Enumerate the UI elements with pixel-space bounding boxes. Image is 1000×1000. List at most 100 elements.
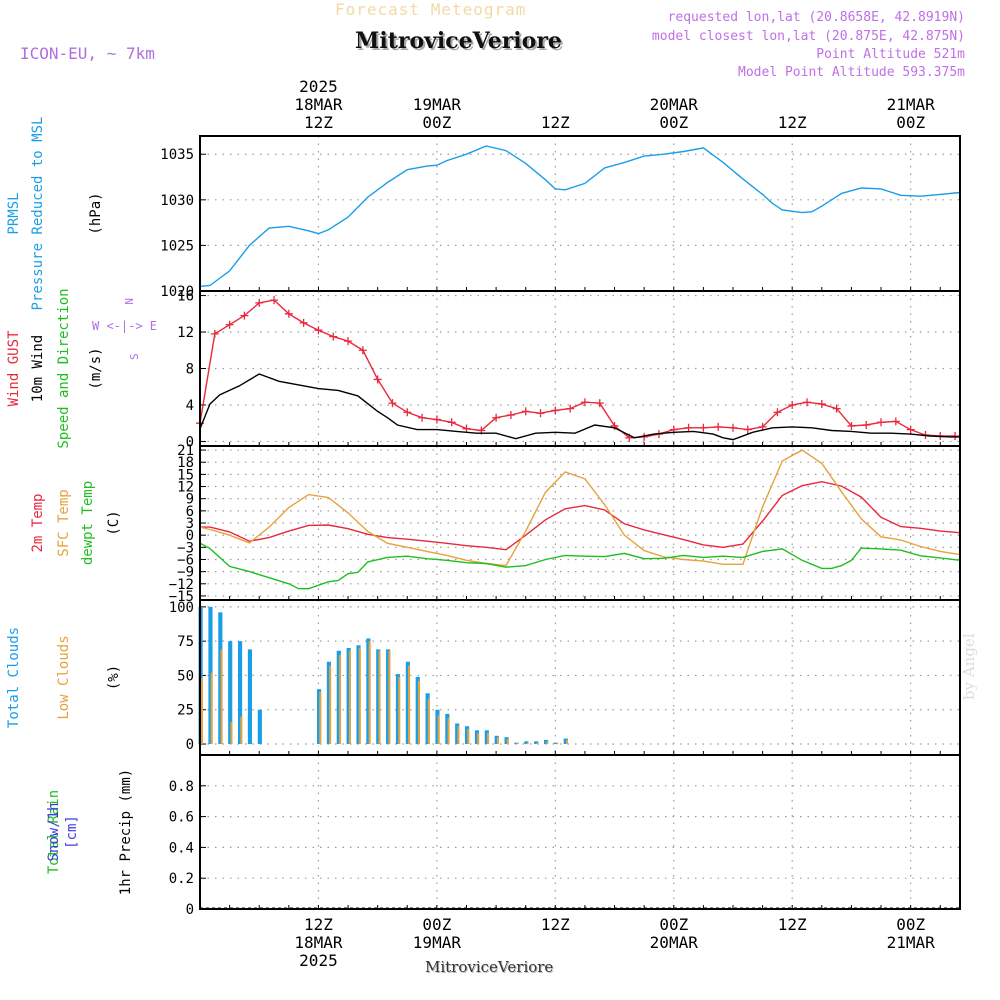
- data-point: [788, 400, 797, 409]
- y-tick-label: 18: [177, 455, 194, 471]
- y-tick-label: 6: [186, 504, 194, 520]
- y-tick-label: 21: [177, 443, 194, 459]
- top-time-label: 12Z: [541, 113, 570, 132]
- bottom-time-label: 00Z: [659, 915, 688, 934]
- requested-coords: requested lon,lat (20.8658E, 42.8919N): [667, 10, 965, 25]
- data-point: [329, 332, 338, 341]
- panel-label: (%): [106, 665, 122, 690]
- bar: [208, 606, 213, 745]
- data-point: [803, 398, 812, 407]
- bar: [368, 641, 371, 745]
- y-tick-label: 15: [177, 467, 194, 483]
- bottom-time-label: 19MAR: [413, 933, 462, 952]
- panel-label: 2m Temp: [30, 493, 46, 552]
- series-line: [199, 299, 956, 439]
- data-point: [891, 417, 900, 426]
- y-tick-label: −9: [177, 565, 194, 581]
- y-tick-label: 0: [186, 434, 194, 450]
- bar: [474, 730, 480, 745]
- bar: [356, 645, 361, 745]
- data-point: [418, 413, 427, 422]
- y-tick-label: −6: [177, 552, 194, 568]
- compass-south: S: [128, 353, 141, 360]
- panel-label: 1hr Precip (mm): [118, 769, 134, 895]
- data-point: [714, 422, 723, 431]
- bottom-time-label: 21MAR: [887, 933, 936, 952]
- y-tick-label: −12: [169, 577, 194, 593]
- series-line: [199, 373, 960, 441]
- bar: [447, 717, 450, 745]
- bar: [218, 612, 223, 745]
- panel-label: PRMSL: [6, 192, 22, 234]
- bar: [247, 649, 253, 745]
- data-point: [432, 415, 441, 424]
- top-time-label: 20MAR: [650, 95, 699, 114]
- y-tick-label: 1030: [160, 193, 194, 209]
- bottom-time-label: 20MAR: [650, 933, 699, 952]
- y-tick-label: 75: [177, 634, 194, 650]
- bar: [457, 726, 460, 745]
- top-time-label: 21MAR: [887, 95, 936, 114]
- top-time-label: 12Z: [304, 113, 333, 132]
- bar: [556, 742, 559, 745]
- bar: [319, 691, 322, 745]
- data-point: [344, 337, 353, 346]
- bar: [563, 738, 568, 745]
- model-name: ICON-EU, ~ 7km: [20, 44, 155, 63]
- data-point: [906, 425, 915, 434]
- series-line: [199, 542, 961, 590]
- y-tick-label: 0.6: [169, 810, 194, 826]
- data-point: [817, 400, 826, 409]
- y-tick-label: 9: [186, 492, 194, 508]
- panel-label: Pressure Reduced to MSL: [30, 117, 46, 311]
- station-name: MitroviceVeriore: [355, 28, 562, 54]
- bottom-time-label: 00Z: [422, 915, 451, 934]
- bar: [346, 648, 351, 745]
- bottom-time-label: 18MAR: [294, 933, 343, 952]
- bar: [405, 661, 410, 745]
- bar: [467, 728, 470, 745]
- y-tick-label: 8: [186, 362, 194, 378]
- data-point: [388, 399, 397, 408]
- panel-label: Low Clouds: [56, 635, 72, 719]
- bar: [366, 638, 371, 745]
- data-point: [225, 320, 234, 329]
- bar: [487, 733, 490, 745]
- bar: [496, 737, 499, 745]
- y-tick-label: −3: [177, 540, 194, 556]
- bar: [546, 741, 549, 745]
- series-line: [199, 449, 961, 567]
- data-point: [270, 296, 279, 305]
- bar: [395, 674, 401, 745]
- point-altitude: Point Altitude 521m: [816, 47, 965, 62]
- bar: [238, 641, 243, 745]
- data-point: [506, 411, 515, 419]
- data-point: [877, 418, 886, 427]
- bottom-time-label: 12Z: [778, 915, 807, 934]
- y-tick-label: 0.4: [169, 840, 194, 856]
- bar: [388, 650, 391, 745]
- footer-station: MitroviceVeriore: [425, 958, 554, 976]
- chart-title: Forecast Meteogram: [335, 0, 527, 19]
- panel-label: SFC Temp: [56, 489, 72, 556]
- bar: [504, 737, 509, 745]
- data-point: [595, 399, 604, 408]
- bar: [506, 738, 509, 745]
- bar: [437, 715, 440, 745]
- bar: [378, 650, 381, 745]
- credit-text: by Angel: [960, 633, 978, 700]
- data-point: [210, 329, 219, 338]
- bar: [565, 739, 569, 745]
- panel-label: (m/s): [88, 347, 104, 389]
- data-point: [521, 407, 530, 416]
- bottom-time-label: 00Z: [896, 915, 925, 934]
- y-tick-label: 0: [186, 902, 194, 918]
- panel-frame: [199, 599, 961, 756]
- bar: [477, 733, 480, 745]
- bar: [316, 689, 322, 745]
- bar: [484, 730, 489, 745]
- bar: [516, 742, 519, 745]
- y-tick-label: −15: [169, 589, 194, 605]
